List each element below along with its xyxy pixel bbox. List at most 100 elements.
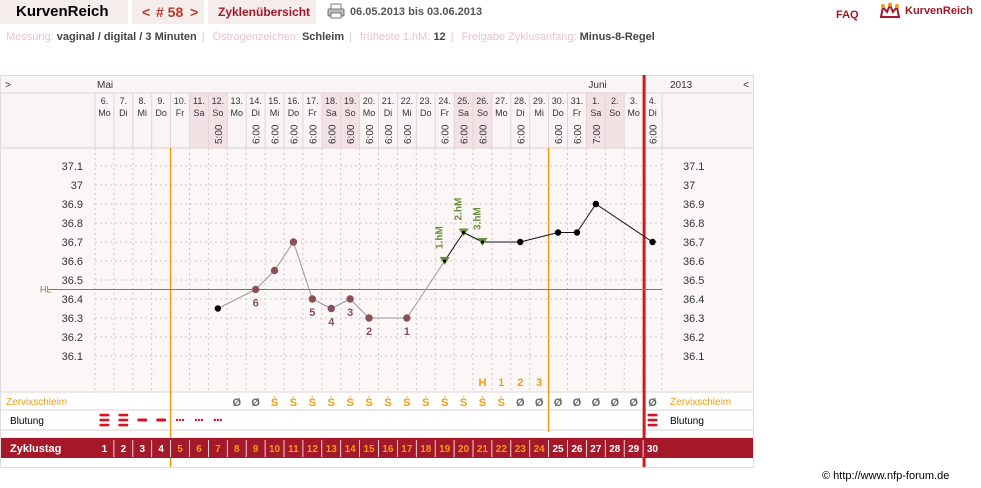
date-label: 11. — [193, 96, 205, 106]
temperature-point-lower — [365, 314, 373, 322]
measure-time-label: 6:00 — [573, 124, 584, 144]
cycle-day-number: 6 — [196, 444, 202, 455]
measure-time-label: 6:00 — [478, 124, 489, 144]
cycle-day-number: 30 — [647, 444, 659, 455]
cycle-day-number: 2 — [121, 444, 127, 455]
bleeding-heavy-mark — [99, 413, 110, 417]
y-tick-label-right: 36.1 — [683, 351, 704, 363]
cycle-day-number: 13 — [326, 444, 338, 455]
cycle-day-number: 8 — [234, 444, 240, 455]
high-temp-label: 3.hM — [472, 207, 483, 230]
date-label: 9. — [157, 96, 165, 106]
weekday-label: Mo — [363, 108, 376, 118]
y-tick-label-left: 37.1 — [62, 161, 83, 173]
printer-icon[interactable] — [327, 3, 345, 19]
date-label: 14. — [249, 96, 262, 106]
low-temp-count-label: 6 — [253, 298, 259, 310]
y-tick-label-left: 36.9 — [62, 199, 83, 211]
measure-time-label: 6:00 — [554, 124, 565, 144]
zervix-symbol: Ø — [251, 397, 260, 409]
date-label: 3. — [630, 96, 638, 106]
weekday-label: Mi — [402, 108, 412, 118]
weekday-label: Sa — [590, 108, 601, 118]
zervix-label-left: Zervixschleim — [6, 397, 67, 408]
measure-time-label: 6:00 — [441, 124, 452, 144]
zervix-symbol: Ø — [648, 397, 657, 409]
weekend-header-shade — [586, 93, 606, 148]
cycle-day-number: 16 — [382, 444, 394, 455]
brand-name: KurvenReich — [16, 3, 109, 20]
weekday-label: Mo — [230, 108, 243, 118]
bleeding-heavy-mark — [647, 423, 658, 427]
temperature-segment — [520, 232, 559, 243]
bleeding-medium-mark — [156, 418, 167, 422]
date-label: 27. — [495, 96, 508, 106]
cycle-day-number: 26 — [571, 444, 583, 455]
temperature-point-lower — [308, 295, 317, 303]
temperature-segment — [576, 203, 597, 233]
temperature-segment — [406, 260, 446, 319]
temperature-segment — [349, 298, 370, 319]
peak-day-label: 1 — [498, 377, 504, 389]
cycle-day-bar — [1, 438, 753, 458]
bleeding-light-mark — [197, 418, 201, 422]
weekday-label: Mo — [98, 108, 111, 118]
measure-time-label: 6:00 — [403, 124, 414, 144]
zervix-symbol: Ṡ — [403, 396, 410, 409]
hm-label: früheste 1.hM: — [360, 31, 431, 43]
low-temp-count-label: 3 — [347, 307, 353, 319]
zervix-symbol: Ṡ — [441, 396, 448, 409]
temperature-segment — [292, 241, 313, 300]
month-label: Juni — [588, 80, 606, 91]
cycle-day-number: 24 — [534, 444, 546, 455]
zervix-label-right: Zervixschleim — [670, 397, 731, 408]
temperature-point — [214, 305, 222, 312]
weekday-label: Fr — [440, 108, 449, 118]
y-tick-label-left: 36.1 — [62, 351, 83, 363]
scroll-right-button[interactable]: < — [743, 80, 749, 91]
messung-value: vaginal / digital / 3 Minuten — [56, 31, 197, 43]
y-tick-label-left: 36.3 — [62, 313, 83, 325]
date-label: 8. — [138, 96, 146, 106]
y-tick-label-left: 36.8 — [62, 218, 83, 230]
measure-time-label: 6:00 — [365, 124, 376, 144]
zervix-symbol: Ṡ — [460, 396, 467, 409]
bleeding-heavy-mark — [99, 418, 110, 422]
brand-tab[interactable]: KurvenReich — [0, 0, 128, 24]
low-temp-count-label: 2 — [366, 326, 372, 338]
weekday-label: Di — [384, 108, 393, 118]
y-tick-label-right: 36.6 — [683, 256, 704, 268]
zervix-symbol: Ṡ — [271, 396, 278, 409]
weekday-label: Do — [288, 108, 300, 118]
temperature-segment — [595, 203, 653, 243]
measure-time-label: 6:00 — [271, 124, 282, 144]
faq-link[interactable]: FAQ — [836, 9, 859, 21]
bleeding-label-left: Blutung — [10, 416, 44, 427]
next-cycle-button[interactable]: > — [190, 4, 199, 20]
peak-day-label: H — [478, 377, 486, 389]
temperature-point — [480, 240, 485, 244]
cycle-day-number: 3 — [139, 444, 145, 455]
prev-cycle-button[interactable]: < — [142, 4, 151, 20]
overview-tab[interactable]: Zyklenübersicht — [208, 0, 316, 24]
zervix-symbol: Ø — [610, 397, 619, 409]
cycle-day-number: 25 — [552, 444, 564, 455]
zervix-symbol: Ø — [554, 397, 563, 409]
measure-time-label: 6:00 — [649, 124, 660, 144]
temperature-segment — [217, 289, 256, 309]
oestrogen-label: Östrogenzeichen: — [212, 31, 299, 43]
date-label: 19. — [344, 96, 357, 106]
overview-label: Zyklenübersicht — [218, 5, 311, 19]
scroll-left-button[interactable]: > — [5, 80, 11, 91]
date-label: 17. — [306, 96, 319, 106]
y-tick-label-left: 36.6 — [62, 256, 83, 268]
cycle-day-number: 17 — [401, 444, 413, 455]
weekday-label: Sa — [326, 108, 337, 118]
cycle-day-number: 27 — [590, 444, 602, 455]
weekday-label: Mo — [495, 108, 508, 118]
zervix-symbol: Ṡ — [384, 396, 391, 409]
temperature-point — [461, 230, 466, 235]
cycle-day-number: 29 — [628, 444, 640, 455]
cycle-number: # 58 — [156, 4, 184, 20]
bleeding-heavy-mark — [118, 413, 129, 417]
